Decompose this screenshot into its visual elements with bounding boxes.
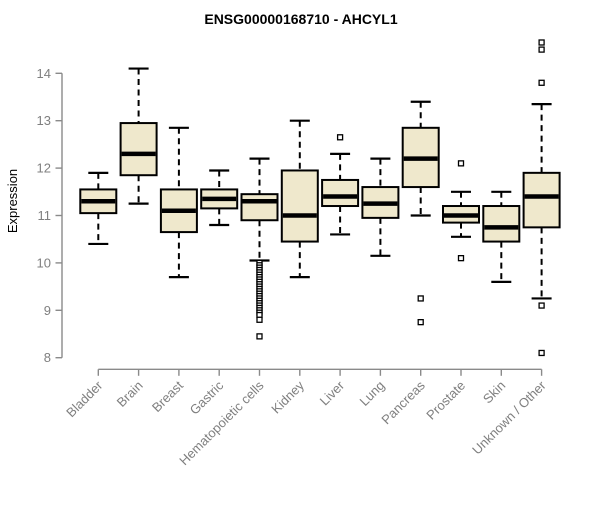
outlier-point bbox=[457, 160, 465, 167]
x-tick-label: Gastric bbox=[187, 377, 227, 417]
box-lung bbox=[361, 157, 400, 257]
box-skin bbox=[482, 190, 521, 283]
x-tick-label: Prostate bbox=[423, 378, 468, 423]
x-tick-label: Breast bbox=[149, 378, 186, 415]
iqr-box bbox=[280, 169, 319, 243]
outlier-point bbox=[538, 349, 545, 357]
x-tick-label: Pancreas bbox=[378, 377, 428, 427]
box-kidney bbox=[280, 119, 319, 279]
box-unknown-other bbox=[522, 39, 561, 357]
outlier-point bbox=[336, 134, 344, 141]
outlier-point bbox=[256, 316, 263, 323]
y-tick-label: 14 bbox=[37, 66, 51, 81]
iqr-box bbox=[240, 193, 279, 222]
outlier-point bbox=[417, 295, 424, 302]
outlier-point bbox=[538, 39, 545, 46]
box-liver bbox=[321, 134, 360, 236]
box-hematopoietic-cells bbox=[240, 157, 279, 340]
y-tick-label: 13 bbox=[37, 113, 51, 128]
x-tick-label: Liver bbox=[317, 377, 348, 408]
x-tick-label: Skin bbox=[480, 378, 508, 406]
box-gastric bbox=[200, 169, 239, 227]
y-tick-label: 10 bbox=[37, 255, 51, 270]
x-tick-label: Unknown / Other bbox=[469, 377, 549, 457]
iqr-box bbox=[482, 205, 521, 243]
x-tick-label: Kidney bbox=[268, 377, 307, 416]
y-axis-label: Expression bbox=[5, 169, 20, 233]
outlier-point bbox=[538, 46, 545, 53]
iqr-box bbox=[119, 122, 158, 177]
outlier-point bbox=[256, 333, 263, 340]
y-axis: 8 9 10 11 12 13 14 bbox=[37, 66, 63, 365]
y-tick-label: 11 bbox=[38, 208, 52, 223]
box-pancreas bbox=[401, 100, 440, 326]
outlier-point bbox=[538, 79, 545, 86]
iqr-box bbox=[522, 171, 561, 229]
outlier-point bbox=[457, 255, 465, 262]
iqr-box bbox=[321, 178, 360, 208]
outlier-point bbox=[417, 318, 424, 326]
x-tick-label: Bladder bbox=[63, 377, 106, 420]
box-brain bbox=[119, 67, 158, 205]
y-tick-label: 12 bbox=[37, 161, 51, 176]
x-tick-label: Lung bbox=[356, 378, 387, 409]
box-prostate bbox=[442, 160, 480, 262]
box-bladder bbox=[79, 171, 118, 246]
y-tick-label: 9 bbox=[44, 303, 51, 318]
y-tick-label: 8 bbox=[44, 350, 51, 365]
plot-area: 8 9 10 11 12 13 14 Bladder Brain Breast GastricHem… bbox=[37, 39, 561, 468]
box-breast bbox=[159, 126, 198, 279]
chart-title: ENSG00000168710 - AHCYL1 bbox=[204, 11, 397, 27]
x-tick-label: Brain bbox=[114, 378, 146, 410]
outlier-point bbox=[538, 302, 545, 309]
